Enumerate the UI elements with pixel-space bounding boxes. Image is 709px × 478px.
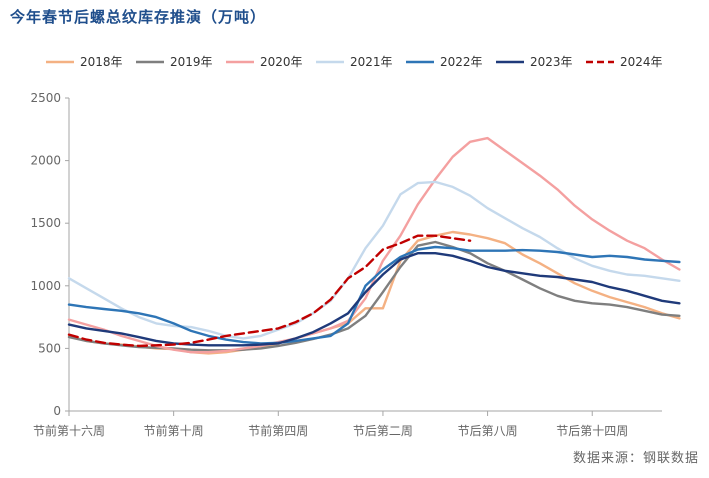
legend-label: 2018年 <box>80 55 123 69</box>
legend-label: 2020年 <box>260 55 303 69</box>
legend-label: 2021年 <box>350 55 393 69</box>
series-line <box>67 240 681 352</box>
x-tick-label: 节后第八周 <box>458 424 518 438</box>
x-tick-label: 节后第十四周 <box>556 424 628 438</box>
y-tick-label: 2500 <box>30 91 61 105</box>
y-tick-label: 1500 <box>30 216 61 230</box>
series-line <box>67 245 681 345</box>
x-tick-label: 节后第二周 <box>353 424 413 438</box>
series-line <box>67 180 681 340</box>
series-line <box>67 230 681 355</box>
x-tick-label: 节前第四周 <box>248 423 308 438</box>
y-tick-label: 1000 <box>30 279 61 293</box>
series-line <box>67 136 681 354</box>
y-tick-label: 2000 <box>30 154 61 168</box>
y-tick-label: 500 <box>38 341 61 355</box>
y-tick-label: 0 <box>53 404 61 418</box>
legend-label: 2019年 <box>170 55 213 69</box>
data-source: 数据来源：钢联数据 <box>572 451 699 466</box>
series-line <box>67 234 472 348</box>
legend-label: 2022年 <box>440 55 483 69</box>
x-tick-label: 节前第十周 <box>144 423 204 438</box>
chart-title: 今年春节后螺总纹库存推演（万吨） <box>10 8 267 26</box>
series-line <box>67 252 681 347</box>
legend-label: 2024年 <box>620 55 663 69</box>
legend-label: 2023年 <box>530 55 573 69</box>
x-tick-label: 节前第十六周 <box>33 423 105 438</box>
